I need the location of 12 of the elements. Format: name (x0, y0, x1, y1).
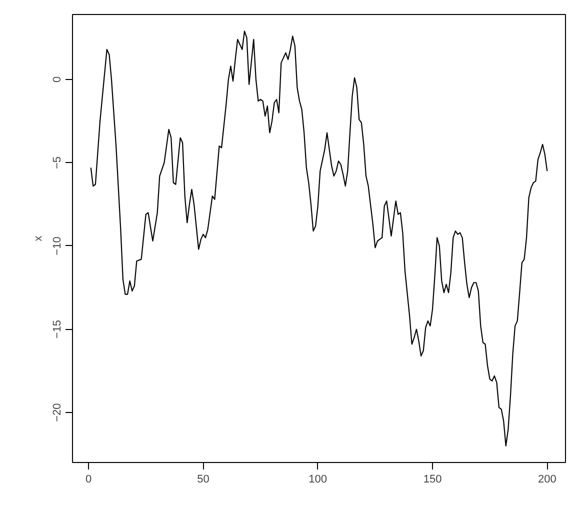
x-tick-label: 200 (538, 474, 556, 486)
x-tick-label: 0 (85, 474, 92, 486)
y-tick-label: −15 (52, 320, 64, 339)
y-tick-label: −20 (52, 403, 64, 422)
y-tick-label: 0 (52, 76, 64, 83)
y-tick-label: −5 (52, 156, 64, 169)
x-tick-label: 150 (423, 474, 442, 486)
y-tick-label: −10 (52, 236, 64, 256)
x-tick-label: 100 (308, 474, 328, 486)
y-axis-title: x (32, 235, 44, 242)
line-series (90, 30, 548, 446)
x-tick-label: 50 (197, 474, 210, 486)
